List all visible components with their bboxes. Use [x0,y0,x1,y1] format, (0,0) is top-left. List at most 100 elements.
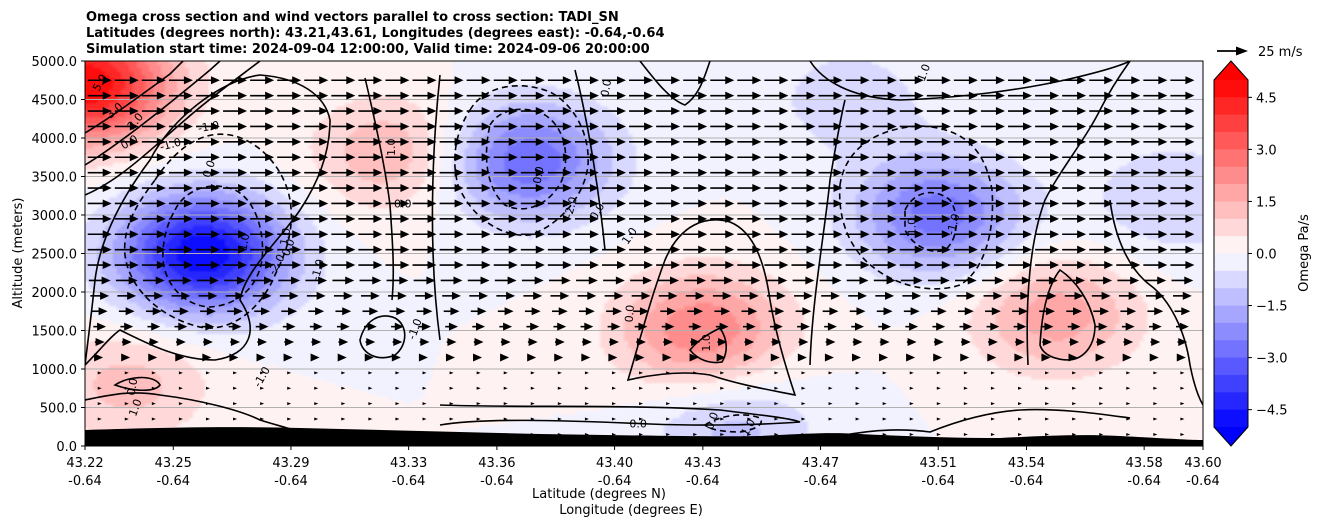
wind-vector-head [121,353,131,362]
wind-vector-head [1158,91,1168,100]
wind-vector [683,199,708,208]
wind-vector-head [183,199,193,208]
wind-vector-head [453,276,463,285]
wind-vector-head [373,261,383,270]
wind-vector-head [291,276,301,285]
wind-vector-head [418,353,428,362]
wind-vector-head [373,153,383,162]
wind-vector [446,338,457,347]
wind-vector-head [936,417,941,421]
wind-vector-head [718,338,728,347]
wind-vector [466,153,491,162]
wind-vector-head [990,402,995,406]
wind-vector [1062,168,1087,177]
wind-vector [872,153,897,162]
wind-vector [391,322,404,331]
wind-vector-head [612,307,622,316]
wind-vector [1008,91,1033,100]
wind-vector [205,402,210,406]
wind-vector [442,291,461,300]
wind-vector [929,291,949,300]
wind-vector-head [855,371,860,375]
wind-vector [1170,199,1195,208]
colorbar-extend-min [1214,427,1248,446]
wind-vector [661,322,675,331]
wind-vector-head [210,261,220,270]
wind-vector [601,122,626,131]
wind-vector-head [562,122,572,131]
wind-vector [151,386,156,390]
wind-vector-head [833,153,843,162]
wind-vector [391,353,401,362]
wind-vector-head [508,76,518,85]
wind-vector-head [481,76,491,85]
plot-area: 5.03.0 2.00.0 -1.0-1.00.01.0 1.0-2.0 -1.00.0… [85,61,1203,446]
wind-vector-head [1131,230,1141,239]
wind-vector-head [887,230,897,239]
wind-vector [547,91,572,100]
wind-vector [953,214,978,223]
wind-vector-head [558,307,568,316]
wind-vector [141,261,166,270]
wind-vector [1118,291,1138,300]
wind-vector [223,91,248,100]
wind-vector [223,214,248,223]
wind-vector [582,338,592,347]
wind-vector [97,371,102,375]
wind-vector [710,153,735,162]
wind-vector [309,322,323,331]
wind-vector [818,137,843,146]
wind-vector [203,338,213,347]
x-tick-label-lon: -0.64 [480,474,514,489]
wind-vector [1062,184,1087,193]
wind-vector [473,353,483,362]
wind-vector-head [238,184,248,193]
wind-vector [909,402,914,406]
wind-vector [358,76,383,85]
wind-vector [341,417,346,421]
wind-vector [744,338,755,347]
wind-vector-head [422,386,427,390]
wind-vector [520,153,545,162]
wind-vector [230,338,240,347]
wind-vector [466,107,491,116]
wind-vector [926,122,951,131]
wind-vector-head [615,276,625,285]
wind-vector [990,417,995,421]
wind-vector-head [936,371,941,375]
wind-vector-head [337,353,347,362]
wind-vector-head [183,261,193,270]
wind-vector-head [232,322,242,331]
wind-vector [147,322,161,331]
wind-vector [547,184,572,193]
contour-line [688,326,728,364]
wind-vector [493,214,518,223]
wind-vector [1099,417,1104,421]
wind-vector-head [562,91,572,100]
wind-vector-head [1185,91,1195,100]
wind-vector [223,199,248,208]
wind-vector [250,137,275,146]
wind-vector-head [481,245,491,254]
wind-vector-head [341,402,346,406]
wind-vector [1040,322,1054,331]
wind-vector-head [1176,353,1186,362]
wind-vector-head [882,322,892,331]
wind-vector [872,245,897,254]
wind-vector [389,307,406,316]
wind-vector-head [260,307,270,316]
wind-vector [737,199,762,208]
wind-vector-head [256,353,266,362]
wind-vector [791,230,816,239]
wind-vector [1035,230,1060,239]
wind-vector [872,137,897,146]
wind-vector [631,291,651,300]
wind-vector [926,245,951,254]
wind-vector-head [554,353,564,362]
wind-vector [574,230,599,239]
contour-label: 0.0 [125,377,141,396]
wind-vector-head [400,214,410,223]
wind-vector-head [968,107,978,116]
wind-vector [876,307,893,316]
wind-vector-head [507,276,517,285]
